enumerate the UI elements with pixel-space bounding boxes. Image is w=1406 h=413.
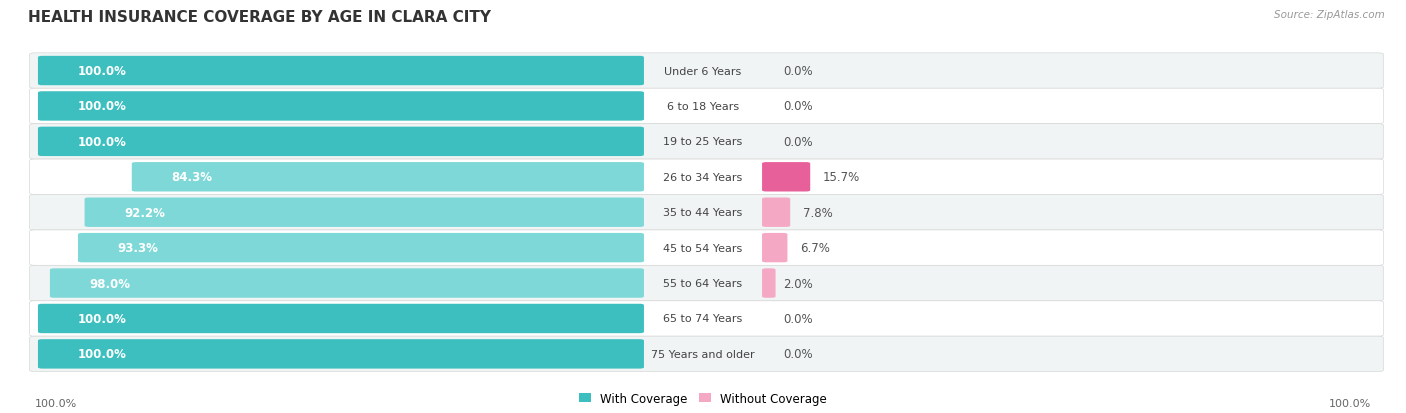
FancyBboxPatch shape — [30, 336, 1384, 372]
Text: 45 to 54 Years: 45 to 54 Years — [664, 243, 742, 253]
FancyBboxPatch shape — [84, 198, 644, 228]
Text: 92.2%: 92.2% — [124, 206, 165, 219]
Text: 0.0%: 0.0% — [783, 65, 813, 78]
Text: 100.0%: 100.0% — [77, 65, 127, 78]
FancyBboxPatch shape — [38, 92, 644, 121]
Text: 100.0%: 100.0% — [77, 348, 127, 361]
FancyBboxPatch shape — [762, 163, 810, 192]
FancyBboxPatch shape — [30, 266, 1384, 301]
Text: Source: ZipAtlas.com: Source: ZipAtlas.com — [1274, 10, 1385, 20]
Text: 100.0%: 100.0% — [35, 398, 77, 408]
FancyBboxPatch shape — [49, 269, 644, 298]
Text: 0.0%: 0.0% — [783, 100, 813, 113]
Text: 6 to 18 Years: 6 to 18 Years — [666, 102, 740, 112]
FancyBboxPatch shape — [762, 233, 787, 263]
Text: 65 to 74 Years: 65 to 74 Years — [664, 314, 742, 324]
Text: 6.7%: 6.7% — [800, 242, 830, 254]
FancyBboxPatch shape — [30, 124, 1384, 160]
Text: 19 to 25 Years: 19 to 25 Years — [664, 137, 742, 147]
Text: 100.0%: 100.0% — [77, 135, 127, 149]
Text: 100.0%: 100.0% — [1329, 398, 1371, 408]
Text: 98.0%: 98.0% — [89, 277, 131, 290]
FancyBboxPatch shape — [762, 269, 776, 298]
FancyBboxPatch shape — [30, 89, 1384, 124]
FancyBboxPatch shape — [77, 233, 644, 263]
FancyBboxPatch shape — [30, 230, 1384, 266]
FancyBboxPatch shape — [30, 54, 1384, 89]
Text: 0.0%: 0.0% — [783, 312, 813, 325]
Text: 55 to 64 Years: 55 to 64 Years — [664, 278, 742, 288]
FancyBboxPatch shape — [30, 160, 1384, 195]
FancyBboxPatch shape — [38, 127, 644, 157]
Text: 84.3%: 84.3% — [172, 171, 212, 184]
FancyBboxPatch shape — [30, 301, 1384, 336]
FancyBboxPatch shape — [38, 57, 644, 86]
Text: 15.7%: 15.7% — [823, 171, 860, 184]
Text: 93.3%: 93.3% — [117, 242, 159, 254]
Text: 0.0%: 0.0% — [783, 135, 813, 149]
Legend: With Coverage, Without Coverage: With Coverage, Without Coverage — [579, 392, 827, 405]
FancyBboxPatch shape — [132, 163, 644, 192]
Text: 7.8%: 7.8% — [803, 206, 832, 219]
Text: 75 Years and older: 75 Years and older — [651, 349, 755, 359]
FancyBboxPatch shape — [30, 195, 1384, 230]
Text: 100.0%: 100.0% — [77, 100, 127, 113]
Text: HEALTH INSURANCE COVERAGE BY AGE IN CLARA CITY: HEALTH INSURANCE COVERAGE BY AGE IN CLAR… — [28, 10, 491, 25]
Text: 35 to 44 Years: 35 to 44 Years — [664, 208, 742, 218]
Text: 0.0%: 0.0% — [783, 348, 813, 361]
FancyBboxPatch shape — [762, 198, 790, 228]
FancyBboxPatch shape — [38, 339, 644, 369]
Text: 26 to 34 Years: 26 to 34 Years — [664, 172, 742, 183]
Text: 100.0%: 100.0% — [77, 312, 127, 325]
Text: Under 6 Years: Under 6 Years — [665, 66, 741, 76]
FancyBboxPatch shape — [38, 304, 644, 333]
Text: 2.0%: 2.0% — [783, 277, 813, 290]
